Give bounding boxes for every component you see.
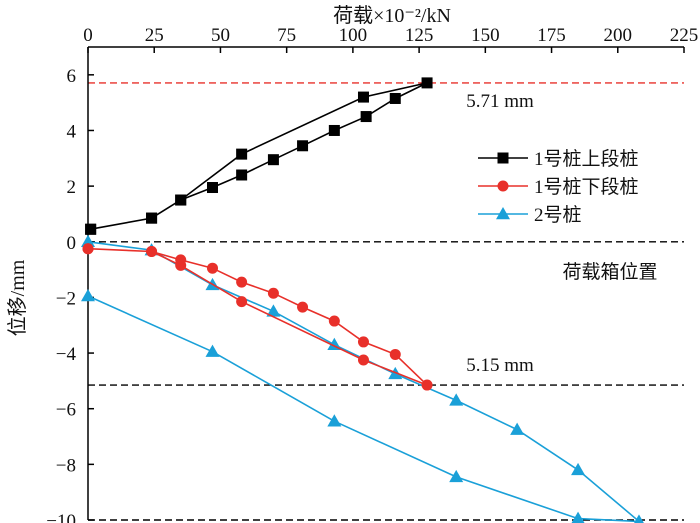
y-tick-label: −2 [56, 288, 76, 309]
data-point [510, 422, 525, 435]
data-point [634, 514, 644, 523]
x-tick-label: 25 [145, 25, 164, 46]
data-point [389, 92, 401, 104]
data-point [236, 148, 248, 160]
data-point [146, 246, 158, 258]
data-point [357, 91, 369, 103]
reference-line-label: 5.71 mm [466, 91, 534, 112]
data-point [297, 301, 309, 313]
data-point [297, 140, 309, 152]
data-point [85, 223, 97, 235]
data-point [236, 296, 248, 308]
reference-lines [88, 82, 684, 521]
data-point [267, 287, 279, 299]
data-point [357, 354, 369, 366]
x-tick-label: 125 [405, 25, 434, 46]
x-tick-label: 0 [83, 25, 93, 46]
legend-marker [496, 207, 510, 220]
series-line [87, 247, 428, 386]
legend-marker [497, 180, 509, 192]
data-point [421, 77, 433, 89]
data-point [206, 262, 218, 274]
data-point [421, 379, 433, 391]
data-point [266, 304, 281, 317]
y-tick-label: −10 [46, 511, 76, 523]
series-2 [82, 243, 433, 391]
series-line [87, 241, 642, 523]
y-tick-label: 0 [67, 233, 77, 254]
y-axis-title: 位移/mm [6, 259, 29, 336]
legend-entry: 1号桩上段桩 [534, 148, 639, 170]
data-point [449, 469, 464, 483]
x-tick-label: 50 [211, 25, 230, 46]
x-tick-label: 100 [339, 25, 368, 46]
data-point [327, 414, 342, 427]
x-axis-title: 荷载×10⁻²/kN [333, 4, 451, 27]
x-tick-label: 75 [277, 25, 296, 46]
y-tick-label: −8 [56, 455, 76, 476]
data-point [82, 243, 94, 255]
data-point [146, 212, 158, 224]
y-tick-label: −6 [56, 400, 76, 421]
data-point [571, 462, 586, 476]
data-point [206, 182, 218, 194]
data-point [81, 234, 95, 248]
data-point [328, 124, 340, 136]
legend-entry: 1号桩下段桩 [534, 176, 639, 198]
legend-marker [497, 152, 509, 164]
series-line [90, 82, 428, 230]
series-layer [81, 77, 644, 523]
x-tick-label: 225 [670, 25, 699, 46]
data-point [360, 111, 372, 123]
y-tick-label: 2 [67, 177, 77, 198]
series-3 [81, 234, 644, 523]
data-point [449, 393, 464, 406]
data-point [236, 276, 248, 288]
legend: 1号桩上段桩 1号桩下段桩 2号桩 [478, 148, 639, 226]
x-tick-label: 175 [537, 25, 566, 46]
axes: 0 25 50 75 100 125 150 175 200 225 6 4 2 0 −2 −4 −6 −8 −10 [46, 25, 698, 523]
y-tick-label: 4 [67, 121, 77, 142]
data-point [357, 336, 369, 348]
x-tick-label: 200 [604, 25, 633, 46]
data-point [236, 169, 248, 181]
legend-entry: 2号桩 [534, 204, 582, 226]
data-point [81, 289, 95, 302]
data-point [175, 259, 187, 271]
data-point [389, 348, 401, 360]
reference-line-label: 荷载箱位置 [562, 261, 657, 283]
data-point [267, 154, 279, 166]
data-point [571, 511, 585, 523]
y-tick-label: 6 [67, 66, 77, 87]
data-point [175, 194, 187, 206]
data-point [328, 315, 340, 327]
data-point [205, 344, 220, 357]
y-tick-label: −4 [56, 344, 77, 365]
reference-line-label: 5.15 mm [466, 355, 534, 376]
series-1 [85, 77, 433, 235]
x-tick-label: 150 [471, 25, 500, 46]
